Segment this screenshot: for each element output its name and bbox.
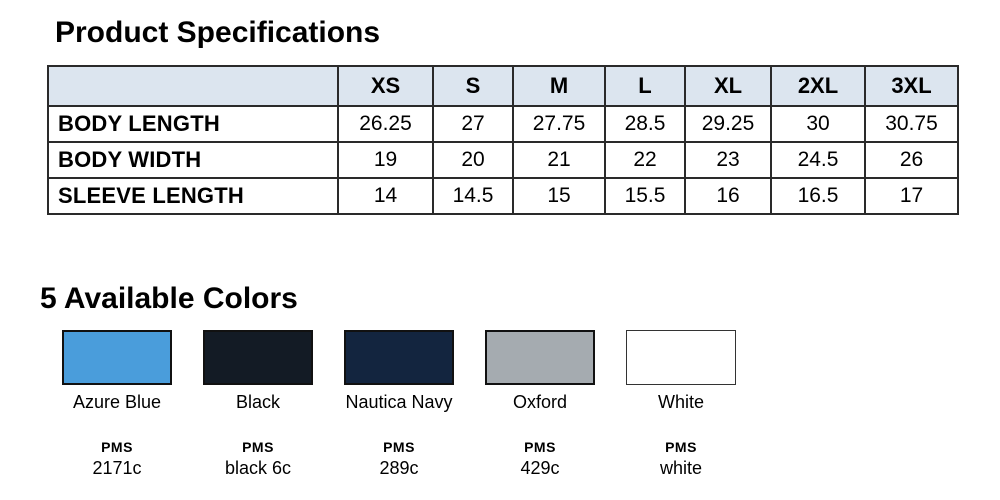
spec-value-cell: 14.5 <box>432 177 514 215</box>
spec-value-cell: 27.75 <box>512 105 606 143</box>
pms-block: PMS 289c <box>379 439 418 479</box>
spec-value-cell: 16 <box>684 177 772 215</box>
color-item: Oxford PMS 429c <box>485 330 595 479</box>
spec-value-cell: 26 <box>864 141 959 179</box>
spec-value-cell: 15 <box>512 177 606 215</box>
color-swatch <box>485 330 595 385</box>
size-header-cell: XL <box>684 65 772 107</box>
color-item: White PMS white <box>626 330 736 479</box>
spec-value-cell: 15.5 <box>604 177 686 215</box>
spec-value-cell: 23 <box>684 141 772 179</box>
pms-label: PMS <box>101 439 133 455</box>
color-swatch <box>626 330 736 385</box>
spec-value-cell: 20 <box>432 141 514 179</box>
pms-code: black 6c <box>224 457 292 478</box>
size-header-cell: M <box>512 65 606 107</box>
size-header-cell: L <box>604 65 686 107</box>
size-header-cell: S <box>432 65 514 107</box>
pms-label: PMS <box>665 439 697 455</box>
pms-code: 2171c <box>92 457 142 478</box>
page-title: Product Specifications <box>55 16 381 49</box>
spec-value-cell: 22 <box>604 141 686 179</box>
spec-value-cell: 30 <box>770 105 866 143</box>
spec-value-cell: 19 <box>337 141 434 179</box>
color-name-label: Oxford <box>512 392 568 412</box>
pms-label: PMS <box>383 439 415 455</box>
color-item: Nautica Navy PMS 289c <box>344 330 454 479</box>
spec-table-header-row: XS S M L XL 2XL 3XL <box>47 65 959 107</box>
pms-code: 289c <box>379 457 419 478</box>
spec-value-cell: 17 <box>864 177 959 215</box>
spec-table-row: BODY WIDTH 19 20 21 22 23 24.5 26 <box>47 141 959 179</box>
spec-value-cell: 30.75 <box>864 105 959 143</box>
pms-code: 429c <box>520 457 560 478</box>
size-header-cell: 2XL <box>770 65 866 107</box>
spec-value-cell: 28.5 <box>604 105 686 143</box>
spec-table-row: BODY LENGTH 26.25 27 27.75 28.5 29.25 30 30.75 <box>47 105 959 143</box>
pms-label: PMS <box>242 439 274 455</box>
spec-table: XS S M L XL 2XL 3XL BODY LENGTH 26.25 27 27.75 28.… <box>47 65 959 215</box>
size-header-cell: 3XL <box>864 65 959 107</box>
spec-row-label: SLEEVE LENGTH <box>47 177 339 215</box>
color-swatch-row: Azure Blue PMS 2171c Black PMS black 6c Nautic… <box>62 330 736 479</box>
spec-table-row: SLEEVE LENGTH 14 14.5 15 15.5 16 16.5 17 <box>47 177 959 215</box>
spec-corner-cell <box>47 65 339 107</box>
color-name-label: Black <box>235 392 280 412</box>
color-swatch <box>203 330 313 385</box>
spec-value-cell: 29.25 <box>684 105 772 143</box>
spec-value-cell: 27 <box>432 105 514 143</box>
spec-row-label: BODY LENGTH <box>47 105 339 143</box>
pms-block: PMS white <box>660 439 702 479</box>
size-header-cell: XS <box>337 65 434 107</box>
color-name-label: Nautica Navy <box>345 392 453 412</box>
color-name-label: Azure Blue <box>72 392 162 412</box>
pms-block: PMS 429c <box>520 439 559 479</box>
pms-block: PMS 2171c <box>92 439 141 479</box>
spec-row-label: BODY WIDTH <box>47 141 339 179</box>
spec-value-cell: 14 <box>337 177 434 215</box>
spec-value-cell: 16.5 <box>770 177 866 215</box>
spec-value-cell: 26.25 <box>337 105 434 143</box>
spec-table-body: BODY LENGTH 26.25 27 27.75 28.5 29.25 30 30.75 B… <box>47 105 959 215</box>
pms-code: white <box>659 457 703 478</box>
color-item: Black PMS black 6c <box>203 330 313 479</box>
spec-value-cell: 21 <box>512 141 606 179</box>
pms-label: PMS <box>524 439 556 455</box>
pms-block: PMS black 6c <box>225 439 291 479</box>
color-item: Azure Blue PMS 2171c <box>62 330 172 479</box>
color-swatch <box>62 330 172 385</box>
spec-value-cell: 24.5 <box>770 141 866 179</box>
color-swatch <box>344 330 454 385</box>
color-name-label: White <box>657 392 704 412</box>
colors-section-title: 5 Available Colors <box>40 282 298 315</box>
